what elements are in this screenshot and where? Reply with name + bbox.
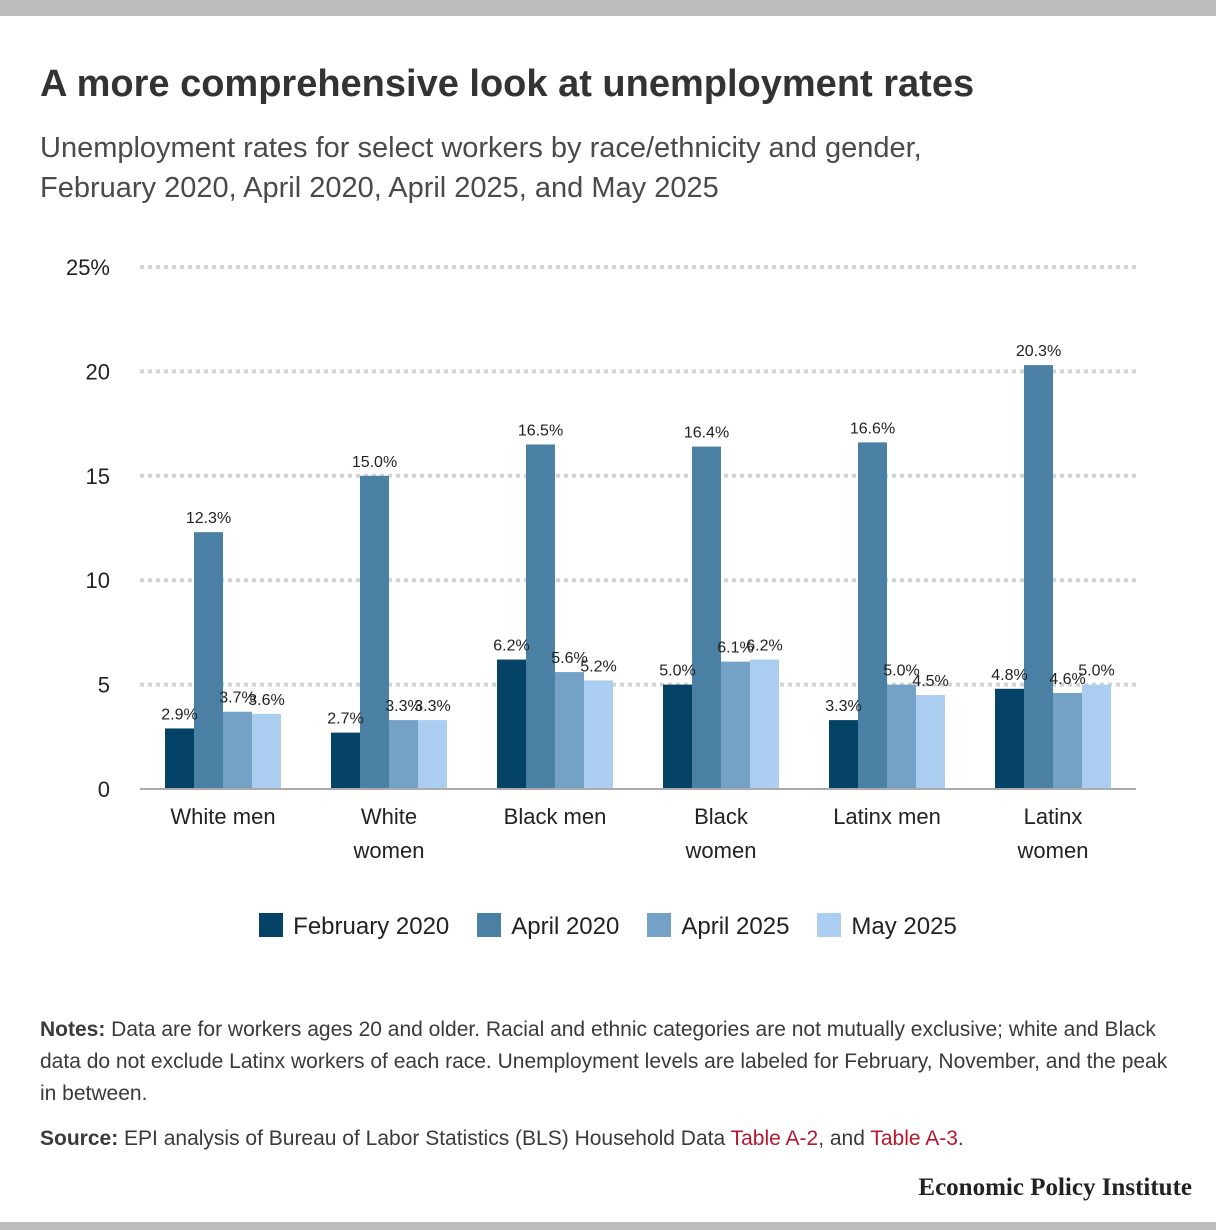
data-label: 16.6% — [850, 420, 895, 437]
y-tick-label: 15 — [86, 464, 110, 489]
subtitle-line-1: Unemployment rates for select workers by… — [40, 132, 922, 164]
bar — [750, 659, 779, 789]
legend-label: April 2020 — [511, 912, 620, 940]
category-label: women — [1017, 838, 1089, 863]
category-label: Black — [694, 804, 749, 829]
legend-swatch — [259, 912, 284, 937]
bars — [165, 365, 1111, 789]
bar — [252, 713, 281, 789]
data-label: 15.0% — [352, 454, 397, 471]
category-label: women — [685, 838, 757, 863]
data-label: 3.3% — [414, 698, 450, 715]
bar — [1053, 692, 1082, 789]
chart-title: A more comprehensive look at unemploymen… — [40, 63, 975, 105]
data-label: 3.6% — [248, 692, 284, 709]
notes-text: Data are for workers ages 20 and older. … — [40, 1018, 1168, 1105]
legend-item: April 2025 — [647, 912, 790, 941]
source-text-end: . — [957, 1127, 964, 1150]
data-label: 5.0% — [883, 663, 919, 680]
bar — [916, 695, 945, 789]
bar — [165, 728, 194, 789]
category-label: Black men — [504, 804, 607, 829]
bar — [418, 720, 447, 789]
bar — [663, 684, 692, 789]
category-label: Latinx — [1024, 804, 1083, 829]
source-link-table-a2[interactable]: Table A-2 — [730, 1127, 819, 1150]
notes: Notes: Data are for workers ages 20 and … — [40, 1014, 1180, 1110]
chart-subtitle: Unemployment rates for select workers by… — [40, 128, 1180, 208]
data-label: 4.8% — [991, 667, 1027, 684]
bar — [497, 659, 526, 789]
legend-item: February 2020 — [259, 912, 450, 941]
category-label: White — [361, 804, 417, 829]
grid-lines — [140, 265, 1136, 687]
data-label: 6.2% — [746, 638, 782, 655]
data-label: 5.2% — [580, 658, 616, 675]
data-label: 3.3% — [825, 698, 861, 715]
bar — [829, 720, 858, 789]
data-label: 5.0% — [659, 663, 695, 680]
data-label: 3.7% — [219, 690, 255, 707]
data-label: 4.6% — [1049, 671, 1085, 688]
source-text-between: , and — [818, 1127, 871, 1150]
source-text: EPI analysis of Bureau of Labor Statisti… — [118, 1127, 731, 1150]
bar — [223, 711, 252, 789]
data-label: 5.6% — [551, 650, 587, 667]
legend-label: February 2020 — [293, 912, 450, 940]
bar — [526, 444, 555, 789]
data-labels: 2.9%12.3%3.7%3.6%2.7%15.0%3.3%3.3%6.2%16… — [161, 343, 1114, 727]
source-link-table-a3[interactable]: Table A-3 — [870, 1127, 958, 1150]
data-label: 2.9% — [161, 706, 197, 723]
data-label: 20.3% — [1016, 343, 1061, 360]
data-label: 6.1% — [717, 640, 753, 657]
y-tick-label: 20 — [86, 359, 110, 384]
bar — [858, 442, 887, 789]
y-tick-label: 5 — [98, 673, 110, 698]
data-label: 3.3% — [385, 698, 421, 715]
bar — [584, 680, 613, 789]
data-label: 16.5% — [518, 422, 563, 439]
legend-item: May 2025 — [817, 912, 957, 941]
subtitle-line-2: February 2020, April 2020, April 2025, a… — [40, 172, 719, 204]
category-label: Latinx men — [833, 804, 941, 829]
legend-label: April 2025 — [681, 912, 790, 940]
bar — [995, 688, 1024, 789]
data-label: 16.4% — [684, 425, 729, 442]
bar — [721, 661, 750, 789]
category-labels: White men White women Black men Black women La… — [170, 804, 1088, 863]
bar — [1024, 365, 1053, 789]
top-border-bar — [0, 0, 1216, 16]
data-label: 4.5% — [912, 673, 948, 690]
legend-swatch — [817, 912, 842, 937]
bar — [331, 732, 360, 789]
data-label: 12.3% — [186, 510, 231, 527]
bar — [887, 684, 916, 789]
data-label: 2.7% — [327, 711, 363, 728]
legend-label: May 2025 — [851, 912, 957, 940]
y-tick-label: 25% — [66, 255, 110, 280]
data-label: 5.0% — [1078, 663, 1114, 680]
bar — [360, 475, 389, 789]
bar — [1082, 684, 1111, 789]
legend-item: April 2020 — [477, 912, 620, 941]
source: Source: EPI analysis of Bureau of Labor … — [40, 1124, 1180, 1154]
bar — [692, 446, 721, 789]
y-tick-label: 10 — [86, 568, 110, 593]
bar — [194, 532, 223, 789]
legend-swatch — [477, 912, 502, 937]
y-tick-label: 0 — [98, 777, 110, 802]
category-label: women — [353, 838, 425, 863]
category-label: White men — [170, 804, 275, 829]
bar — [389, 720, 418, 789]
source-label: Source: — [40, 1127, 119, 1150]
y-axis-ticks: 0 5 10 15 20 25% — [66, 255, 110, 802]
legend: February 2020 April 2020 April 2025 May 202… — [0, 912, 1216, 941]
bar — [555, 672, 584, 789]
notes-label: Notes: — [40, 1018, 106, 1041]
data-label: 6.2% — [493, 638, 529, 655]
bar-chart: 0 5 10 15 20 25% 2.9% 12.3% 3.7%3.6% 2.7% 15.0% 3.… — [66, 255, 1136, 863]
bottom-border-bar — [0, 1222, 1216, 1230]
epi-logo-text: Economic Policy Institute — [918, 1174, 1192, 1201]
legend-swatch — [647, 912, 672, 937]
